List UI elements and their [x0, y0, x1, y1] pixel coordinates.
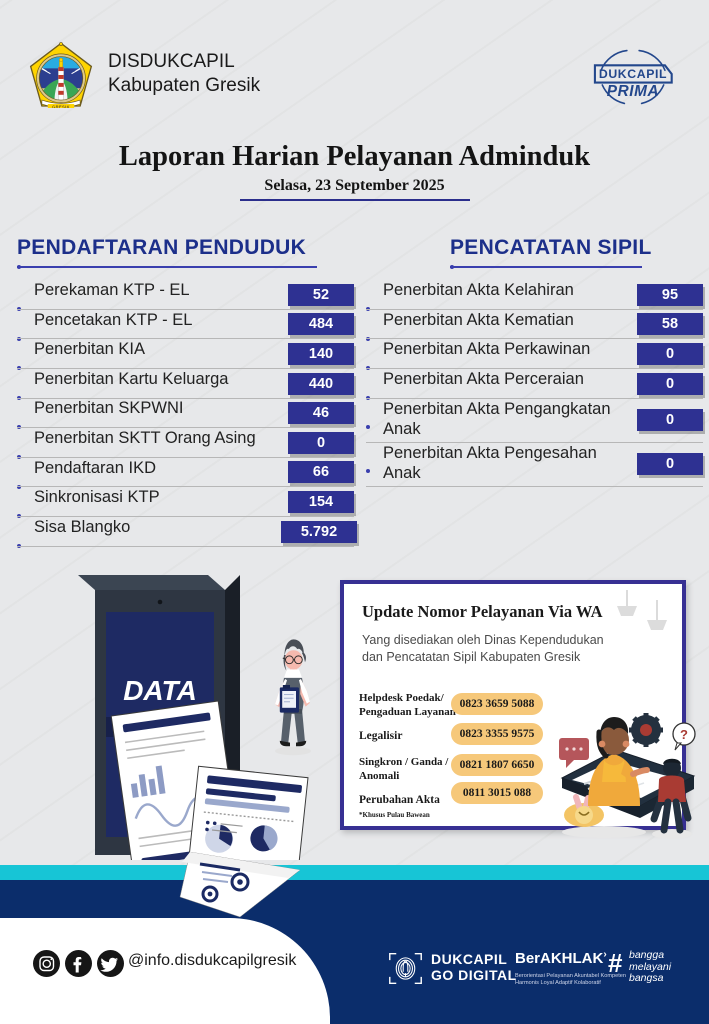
svg-text:DATA: DATA: [123, 675, 197, 706]
svg-text:GRESIK: GRESIK: [52, 104, 70, 108]
svg-text:PRIMA: PRIMA: [607, 83, 660, 100]
svg-text:?: ?: [680, 727, 688, 742]
svg-text:DUKCAPIL: DUKCAPIL: [599, 67, 667, 81]
